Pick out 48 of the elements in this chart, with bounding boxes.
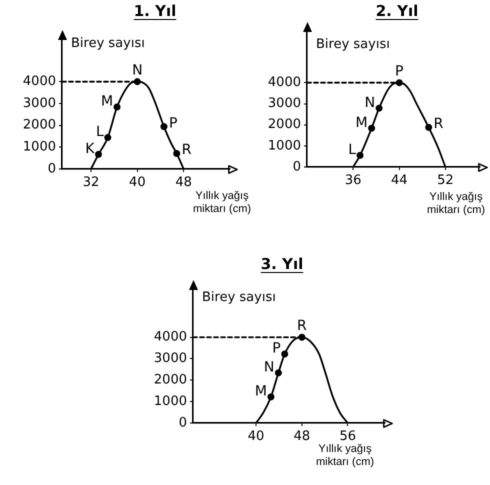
x-tick-label: 48 (294, 429, 310, 444)
data-label: M (355, 114, 368, 131)
data-label: M (100, 94, 114, 110)
data-label: K (85, 141, 96, 158)
y-axis-title: Birey sayısı (316, 37, 390, 52)
chart-title: 2. Yıl (376, 2, 418, 21)
y-tick-label: 4000 (22, 74, 56, 90)
x-tick-label: 40 (248, 429, 264, 444)
x-axis-title: Yıllık yağış miktarı (cm) (192, 190, 252, 216)
y-tick-label: 1000 (22, 140, 56, 155)
y-tick-label: 4000 (268, 75, 301, 90)
y-tick-label: 0 (48, 161, 56, 176)
y-tick-label: 0 (292, 159, 301, 174)
x-tick-label: 36 (344, 173, 362, 188)
y-tick-label: 0 (178, 415, 187, 430)
x-axis-title: Yıllık yağış miktarı (cm) (426, 191, 486, 217)
chart-title: 3. Yıl (260, 255, 304, 274)
y-tick-label: 2000 (154, 372, 187, 388)
x-tick-label: 52 (437, 173, 454, 188)
data-label: P (168, 115, 178, 132)
y-tick-label: 3000 (268, 96, 301, 112)
y-axis-title: Birey sayısı (71, 36, 145, 51)
y-tick-label: 2000 (268, 117, 301, 132)
y-tick-label: 1000 (154, 394, 187, 409)
x-tick-label: 56 (339, 429, 356, 444)
data-label: R (297, 318, 308, 334)
data-label: R (182, 142, 192, 158)
data-label: P (395, 63, 404, 80)
data-label: M (254, 384, 267, 400)
y-tick-label: 3000 (22, 96, 56, 111)
x-tick-label: 48 (175, 175, 192, 190)
data-label: R (434, 116, 444, 132)
data-label: L (96, 124, 104, 140)
y-tick-label: 3000 (154, 351, 187, 366)
x-tick-label: 40 (129, 175, 146, 190)
y-tick-label: 1000 (268, 138, 301, 154)
data-label: N (132, 62, 143, 78)
y-tick-label: 4000 (154, 330, 187, 345)
x-tick-label: 32 (82, 175, 100, 190)
data-label: N (364, 94, 376, 111)
x-axis-title: Yıllık yağış miktarı (cm) (315, 443, 375, 469)
data-label: N (264, 360, 274, 376)
data-label: P (272, 340, 281, 357)
x-tick-label: 44 (390, 173, 408, 188)
y-tick-label: 2000 (22, 118, 56, 133)
y-axis-title: Birey sayısı (202, 290, 276, 305)
chart-title: 1. Yıl (134, 2, 176, 21)
data-label: L (348, 142, 356, 158)
